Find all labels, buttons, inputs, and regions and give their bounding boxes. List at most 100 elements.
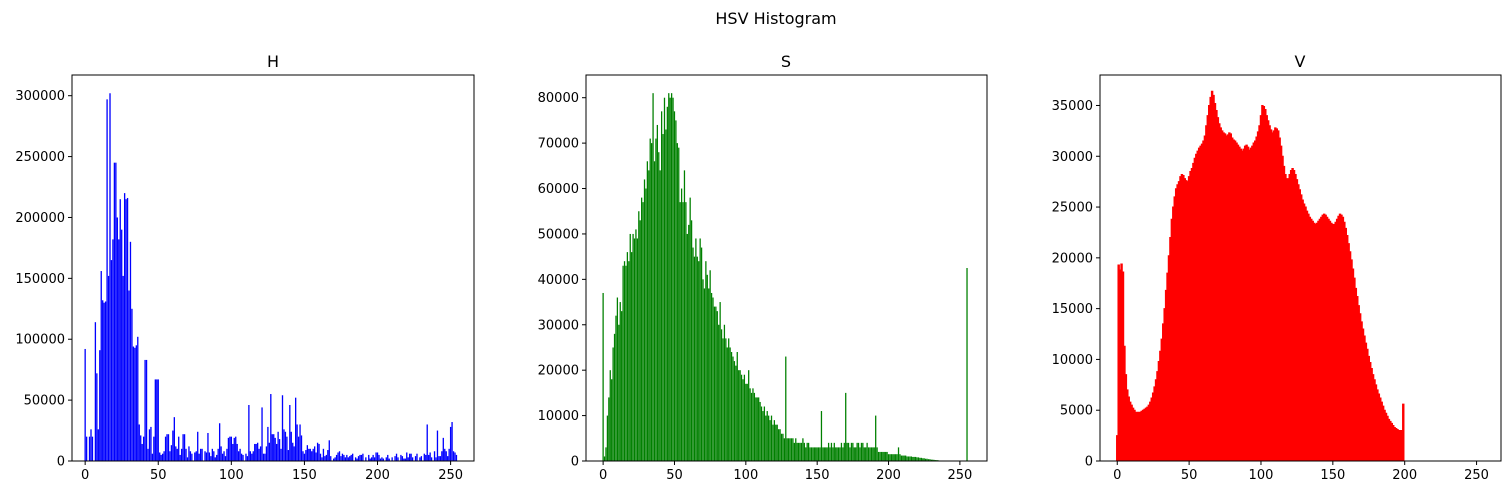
s-histogram-bar (712, 297, 714, 461)
h-histogram-bar (284, 431, 287, 461)
h-histogram-bar (276, 443, 278, 461)
h-histogram-bar (344, 457, 347, 461)
h-histogram-bar (156, 379, 158, 461)
s-histogram-bar (859, 447, 861, 461)
h-histogram-bar (362, 453, 364, 461)
h-histogram-bar (216, 454, 218, 461)
s-histogram-bar (649, 138, 651, 461)
s-histogram-bar (789, 438, 791, 461)
s-histogram-bar (966, 268, 968, 461)
s-y-tick-label: 60000 (538, 182, 579, 197)
s-histogram-bar (693, 256, 696, 461)
s-histogram-bar (806, 442, 808, 461)
h-x-tick-label: 150 (292, 468, 317, 483)
v-x-tick-label: 200 (1392, 468, 1417, 483)
s-histogram-bar (646, 161, 648, 461)
h-histogram-bar (300, 435, 303, 461)
h-histogram-bar (217, 448, 219, 461)
s-histogram-bar (827, 442, 830, 461)
h-y-tick-label: 250000 (15, 150, 65, 165)
s-histogram-bar (845, 392, 847, 461)
figure-title: HSV Histogram (715, 9, 836, 28)
v-y-tick-label: 10000 (1052, 353, 1093, 368)
h-histogram-bar (334, 457, 336, 461)
s-histogram-bar (726, 347, 728, 461)
h-histogram-bar (435, 457, 437, 461)
h-histogram-bar (230, 436, 232, 461)
s-histogram-bar (718, 324, 720, 461)
s-histogram-bar (692, 247, 694, 461)
h-histogram-bar (425, 454, 427, 461)
h-histogram-bar (251, 453, 253, 461)
s-histogram-bar (648, 170, 650, 462)
h-histogram-bar (214, 457, 216, 461)
h-histogram-bar (311, 451, 313, 461)
s-histogram-bar (729, 347, 731, 461)
s-histogram-bar (820, 411, 823, 461)
v-x-tick-label: 0 (1113, 468, 1121, 483)
s-histogram-bar (763, 406, 766, 461)
v-x-tick-label: 100 (1249, 468, 1274, 483)
h-histogram-bar (163, 451, 165, 461)
h-histogram-bar (289, 404, 291, 461)
h-histogram-bar (170, 445, 173, 461)
s-histogram-bar (825, 447, 827, 461)
h-x-tick-label: 250 (438, 468, 463, 483)
s-histogram-bar (912, 456, 914, 461)
v-histogram-panel: 0 50 100 150 200 250 0 5000 10000 15000 20000 25000… (1052, 52, 1502, 483)
s-histogram-bar (885, 451, 887, 461)
s-histogram-bar (926, 458, 928, 461)
h-histogram-bar (373, 457, 376, 461)
s-histogram-bar (615, 315, 617, 461)
s-histogram-bar (750, 392, 753, 461)
h-histogram-bar (90, 429, 92, 461)
s-histogram-bar (651, 143, 653, 461)
h-histogram-bar (442, 437, 444, 461)
s-histogram-bar (723, 324, 726, 461)
s-histogram-bar (775, 424, 777, 461)
s-histogram-bar (930, 459, 932, 461)
v-y-tick-label: 25000 (1052, 201, 1093, 216)
h-histogram-bar (346, 454, 348, 461)
h-histogram-bar (315, 452, 317, 461)
h-histogram-bar (341, 453, 344, 461)
s-histogram-bar (866, 442, 868, 461)
s-histogram-bar (606, 415, 609, 461)
h-histogram-bar (439, 456, 442, 461)
h-histogram-bar (107, 275, 110, 461)
s-histogram-bar (613, 333, 616, 461)
v-x-tick-label: 50 (1181, 468, 1198, 483)
h-histogram-bar (132, 346, 135, 461)
s-histogram-bar (842, 447, 844, 461)
h-histogram-bar (157, 379, 159, 461)
h-histogram-bar (123, 193, 126, 462)
s-histogram-panel: 0 50 100 150 200 250 0 10000 20000 30000 40000 5000… (538, 52, 988, 483)
s-histogram-bar (863, 447, 865, 461)
s-histogram-bar (645, 188, 647, 461)
h-histogram-bar (322, 448, 325, 461)
s-histogram-bar (802, 438, 804, 461)
s-histogram-bar (752, 388, 754, 461)
s-histogram-bar (612, 347, 614, 461)
h-histogram-bar (349, 456, 351, 461)
h-histogram-bars (84, 93, 458, 462)
h-histogram-bar (197, 431, 199, 461)
h-histogram-bar (175, 446, 177, 461)
h-histogram-bar (330, 456, 332, 461)
s-histogram-bar (815, 447, 817, 461)
h-histogram-bar (246, 456, 249, 461)
h-histogram-bar (194, 452, 196, 461)
s-y-tick-label: 80000 (538, 91, 579, 106)
h-histogram-bar (135, 345, 137, 461)
s-histogram-bar (867, 447, 870, 461)
s-histogram-bar (735, 365, 737, 461)
h-histogram-bar (368, 454, 370, 461)
s-x-tick-label: 150 (805, 468, 830, 483)
h-axes: 0 50 100 150 200 250 0 50000 100000 150000 200000 2… (15, 89, 463, 483)
h-histogram-bar (302, 451, 304, 461)
h-histogram-bar (430, 457, 433, 461)
h-histogram-bar (382, 458, 385, 461)
s-histogram-bar (625, 265, 627, 461)
h-histogram-bar (199, 448, 202, 461)
s-histogram-bar (719, 302, 721, 461)
